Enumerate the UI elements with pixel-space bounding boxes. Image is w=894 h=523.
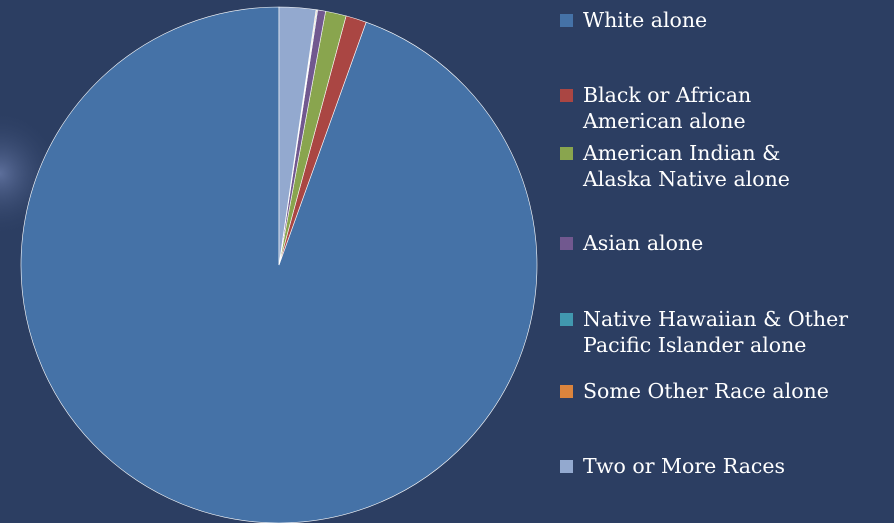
legend-label: Black or African American alone (583, 83, 752, 133)
legend-swatch (560, 313, 573, 326)
legend-swatch (560, 147, 573, 160)
legend-label: White alone (583, 8, 708, 32)
legend-swatch (560, 460, 573, 473)
legend-swatch (560, 237, 573, 250)
legend-swatch (560, 385, 573, 398)
chart-legend: White alone Black or African American alo… (560, 0, 894, 523)
legend-label: Native Hawaiian & Other Pacific Islander… (583, 307, 849, 357)
legend-label: Some Other Race alone (583, 379, 829, 403)
pie-chart (20, 6, 538, 523)
pie-slice-6 (278, 6, 317, 266)
legend-label: Asian alone (583, 231, 704, 255)
legend-label: Two or More Races (583, 454, 786, 478)
legend-label: American Indian & Alaska Native alone (583, 141, 790, 191)
legend-swatch (560, 14, 573, 27)
legend-swatch (560, 89, 573, 102)
